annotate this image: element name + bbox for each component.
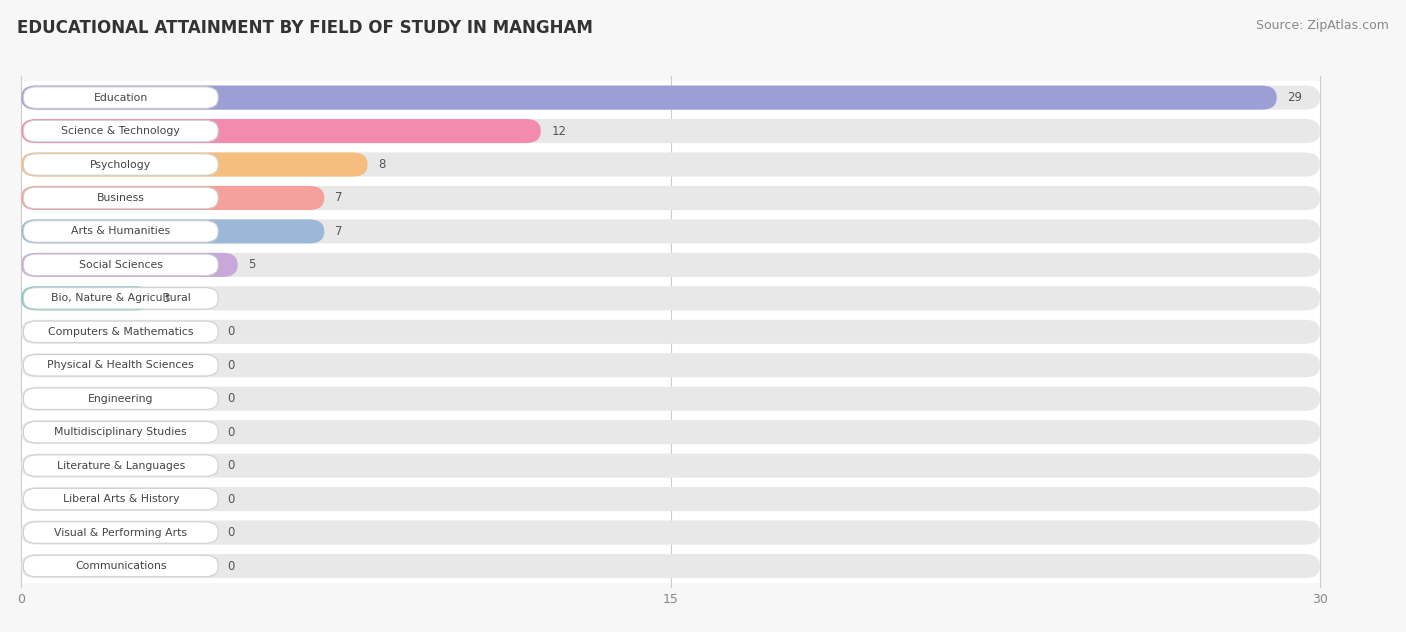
FancyBboxPatch shape [21,81,1320,114]
Text: 12: 12 [551,125,567,138]
FancyBboxPatch shape [21,219,1320,243]
FancyBboxPatch shape [24,254,218,276]
FancyBboxPatch shape [21,415,1320,449]
FancyBboxPatch shape [24,455,218,477]
Text: 0: 0 [226,492,235,506]
FancyBboxPatch shape [21,186,1320,210]
FancyBboxPatch shape [21,516,1320,549]
FancyBboxPatch shape [21,219,325,243]
FancyBboxPatch shape [24,288,218,309]
Text: Source: ZipAtlas.com: Source: ZipAtlas.com [1256,19,1389,32]
FancyBboxPatch shape [24,355,218,376]
FancyBboxPatch shape [24,154,218,175]
FancyBboxPatch shape [21,549,1320,583]
Text: Arts & Humanities: Arts & Humanities [72,226,170,236]
FancyBboxPatch shape [21,85,1277,109]
FancyBboxPatch shape [24,221,218,242]
Text: Psychology: Psychology [90,159,152,169]
FancyBboxPatch shape [24,388,218,410]
FancyBboxPatch shape [21,215,1320,248]
FancyBboxPatch shape [21,186,325,210]
FancyBboxPatch shape [21,114,1320,148]
FancyBboxPatch shape [21,152,1320,176]
Text: Literature & Languages: Literature & Languages [56,461,186,471]
FancyBboxPatch shape [24,422,218,443]
FancyBboxPatch shape [24,120,218,142]
FancyBboxPatch shape [21,119,1320,143]
Text: Computers & Mathematics: Computers & Mathematics [48,327,194,337]
Text: 0: 0 [226,559,235,573]
FancyBboxPatch shape [21,152,367,176]
FancyBboxPatch shape [21,353,1320,377]
Text: Physical & Health Sciences: Physical & Health Sciences [48,360,194,370]
FancyBboxPatch shape [21,320,1320,344]
Text: Communications: Communications [75,561,166,571]
FancyBboxPatch shape [21,487,1320,511]
Text: 8: 8 [378,158,385,171]
Text: 5: 5 [249,258,256,271]
FancyBboxPatch shape [24,556,218,577]
FancyBboxPatch shape [24,87,218,108]
Text: Science & Technology: Science & Technology [62,126,180,136]
FancyBboxPatch shape [21,286,150,310]
FancyBboxPatch shape [21,420,1320,444]
FancyBboxPatch shape [21,382,1320,415]
Text: 7: 7 [335,191,343,205]
FancyBboxPatch shape [21,454,1320,478]
Text: 0: 0 [226,392,235,405]
Text: Business: Business [97,193,145,203]
FancyBboxPatch shape [21,348,1320,382]
Text: Social Sciences: Social Sciences [79,260,163,270]
Text: Bio, Nature & Agricultural: Bio, Nature & Agricultural [51,293,191,303]
Text: Liberal Arts & History: Liberal Arts & History [62,494,179,504]
FancyBboxPatch shape [21,253,1320,277]
Text: 0: 0 [226,359,235,372]
FancyBboxPatch shape [21,248,1320,282]
FancyBboxPatch shape [24,187,218,209]
FancyBboxPatch shape [21,181,1320,215]
FancyBboxPatch shape [21,387,1320,411]
Text: 0: 0 [226,426,235,439]
Text: 0: 0 [226,325,235,338]
Text: 0: 0 [226,526,235,539]
Text: Multidisciplinary Studies: Multidisciplinary Studies [55,427,187,437]
Text: Engineering: Engineering [89,394,153,404]
Text: 7: 7 [335,225,343,238]
FancyBboxPatch shape [21,482,1320,516]
FancyBboxPatch shape [21,286,1320,310]
Text: 3: 3 [162,292,169,305]
Text: Visual & Performing Arts: Visual & Performing Arts [55,528,187,538]
FancyBboxPatch shape [21,119,541,143]
FancyBboxPatch shape [21,554,1320,578]
FancyBboxPatch shape [21,449,1320,482]
FancyBboxPatch shape [21,148,1320,181]
FancyBboxPatch shape [21,315,1320,348]
FancyBboxPatch shape [21,521,1320,545]
FancyBboxPatch shape [21,253,238,277]
Text: Education: Education [94,93,148,102]
FancyBboxPatch shape [24,522,218,544]
Text: EDUCATIONAL ATTAINMENT BY FIELD OF STUDY IN MANGHAM: EDUCATIONAL ATTAINMENT BY FIELD OF STUDY… [17,19,593,37]
Text: 0: 0 [226,459,235,472]
FancyBboxPatch shape [24,489,218,510]
FancyBboxPatch shape [21,282,1320,315]
FancyBboxPatch shape [21,85,1320,109]
FancyBboxPatch shape [24,321,218,343]
Text: 29: 29 [1288,91,1302,104]
